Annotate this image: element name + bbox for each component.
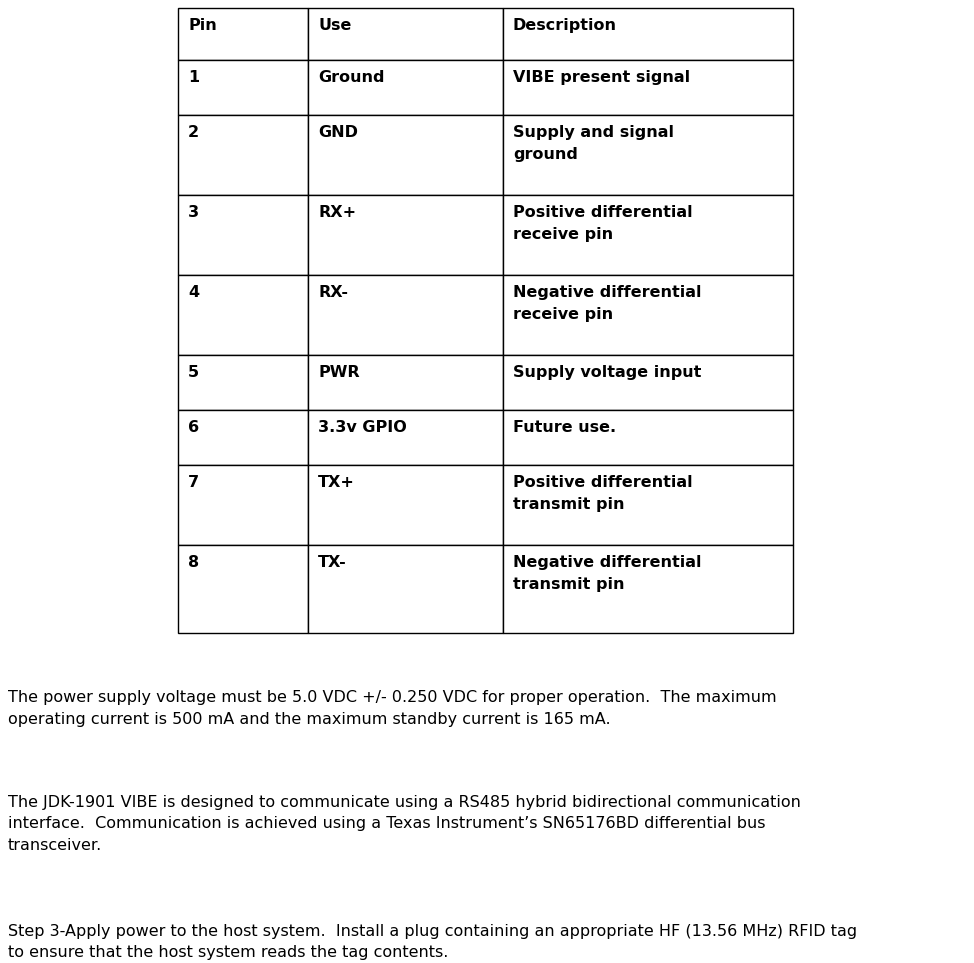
Text: 5: 5	[188, 365, 199, 380]
Text: 3.3v GPIO: 3.3v GPIO	[318, 420, 407, 435]
Text: 2: 2	[188, 125, 199, 140]
Bar	[503, 8, 793, 60]
Text: 3: 3	[188, 205, 199, 220]
Text: Ground: Ground	[318, 70, 385, 85]
Bar	[178, 355, 308, 410]
Text: RX-: RX-	[318, 285, 348, 300]
Bar	[178, 115, 308, 195]
Bar	[503, 465, 793, 545]
Bar	[503, 115, 793, 195]
Bar	[503, 410, 793, 465]
Text: Positive differential
transmit pin: Positive differential transmit pin	[513, 475, 693, 511]
Bar	[308, 115, 503, 195]
Text: GND: GND	[318, 125, 358, 140]
Text: 1: 1	[188, 70, 199, 85]
Text: Negative differential
receive pin: Negative differential receive pin	[513, 285, 701, 322]
Text: Supply voltage input: Supply voltage input	[513, 365, 701, 380]
Text: The power supply voltage must be 5.0 VDC +/- 0.250 VDC for proper operation.  Th: The power supply voltage must be 5.0 VDC…	[8, 690, 776, 727]
Bar	[178, 8, 308, 60]
Bar	[178, 275, 308, 355]
Text: Use: Use	[318, 18, 352, 33]
Text: The JDK-1901 VIBE is designed to communicate using a RS485 hybrid bidirectional : The JDK-1901 VIBE is designed to communi…	[8, 794, 801, 852]
Bar	[178, 410, 308, 465]
Bar	[503, 275, 793, 355]
Text: Positive differential
receive pin: Positive differential receive pin	[513, 205, 693, 242]
Bar	[178, 545, 308, 633]
Bar	[308, 545, 503, 633]
Text: 8: 8	[188, 555, 199, 570]
Bar	[178, 60, 308, 115]
Text: Future use.: Future use.	[513, 420, 617, 435]
Text: TX-: TX-	[318, 555, 347, 570]
Bar	[308, 195, 503, 275]
Text: 6: 6	[188, 420, 199, 435]
Text: Description: Description	[513, 18, 617, 33]
Text: VIBE present signal: VIBE present signal	[513, 70, 691, 85]
Bar	[503, 355, 793, 410]
Text: Supply and signal
ground: Supply and signal ground	[513, 125, 674, 162]
Text: PWR: PWR	[318, 365, 359, 380]
Bar	[308, 60, 503, 115]
Bar	[308, 355, 503, 410]
Bar	[308, 8, 503, 60]
Text: 4: 4	[188, 285, 199, 300]
Bar	[308, 465, 503, 545]
Bar	[503, 545, 793, 633]
Bar	[308, 275, 503, 355]
Text: TX+: TX+	[318, 475, 355, 490]
Text: Negative differential
transmit pin: Negative differential transmit pin	[513, 555, 701, 591]
Bar	[503, 60, 793, 115]
Bar	[178, 195, 308, 275]
Text: 7: 7	[188, 475, 199, 490]
Text: RX+: RX+	[318, 205, 356, 220]
Bar	[503, 195, 793, 275]
Bar	[308, 410, 503, 465]
Text: Pin: Pin	[188, 18, 217, 33]
Bar	[178, 465, 308, 545]
Text: Step 3-Apply power to the host system.  Install a plug containing an appropriate: Step 3-Apply power to the host system. I…	[8, 924, 857, 960]
